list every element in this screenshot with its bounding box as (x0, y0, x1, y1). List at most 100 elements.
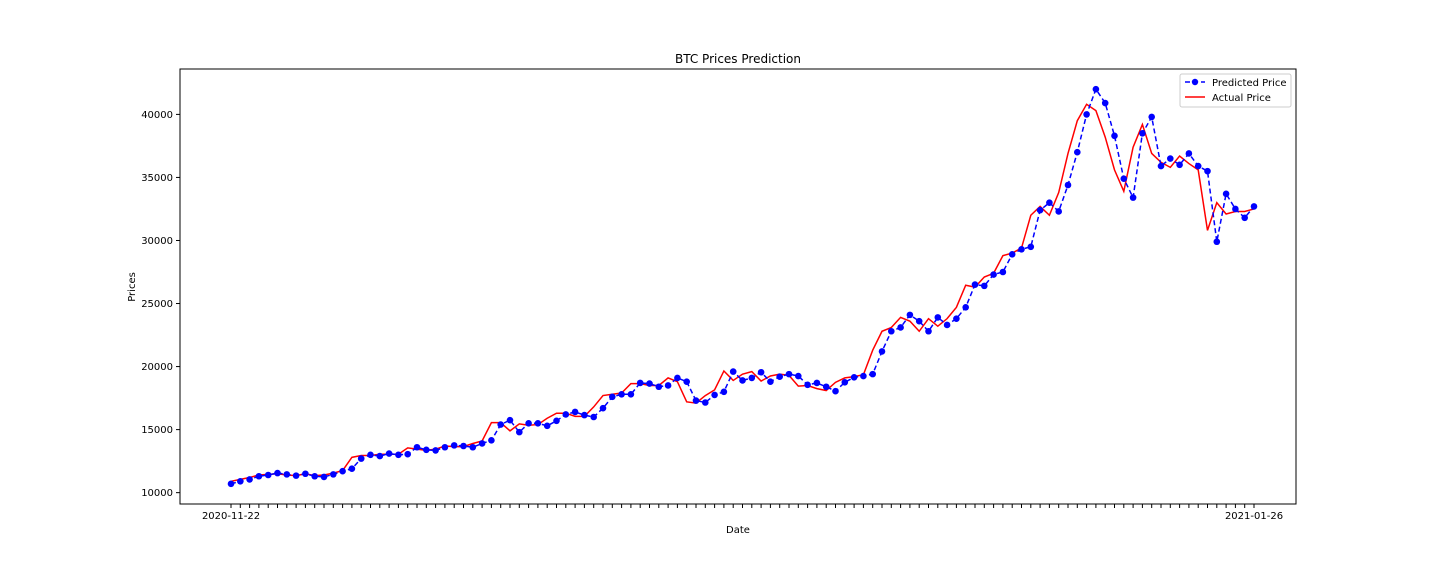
predicted-point (357, 455, 365, 462)
y-tick-label: 40000 (141, 110, 173, 121)
predicted-point (776, 373, 783, 380)
predicted-point (302, 470, 309, 478)
predicted-point (450, 442, 458, 449)
predicted-point (739, 377, 746, 384)
y-tick-label: 20000 (141, 362, 173, 373)
predicted-point (1204, 167, 1211, 175)
predicted-point (506, 416, 514, 424)
predicted-point (413, 443, 421, 451)
y-tick-label: 25000 (141, 299, 173, 310)
actual-price-line (230, 103, 1255, 483)
predicted-point (571, 408, 579, 416)
predicted-point (1055, 208, 1062, 215)
predicted-point (255, 472, 263, 480)
predicted-point (534, 420, 542, 427)
plot-background (180, 69, 1296, 504)
predicted-point (562, 411, 570, 418)
predicted-point (609, 393, 616, 401)
predicted-point (581, 411, 588, 419)
predicted-point (692, 397, 700, 404)
legend-actual-label: Actual Price (1212, 93, 1271, 104)
predicted-point (646, 380, 653, 387)
predicted-point (1176, 161, 1183, 169)
predicted-point (497, 421, 505, 428)
predicted-point (311, 472, 319, 480)
predicted-point (469, 443, 477, 451)
predicted-point (1194, 162, 1202, 170)
predicted-point (460, 442, 467, 450)
predicted-point (1008, 251, 1016, 258)
predicted-point (999, 268, 1007, 276)
predicted-point (274, 469, 281, 477)
predicted-point (264, 471, 272, 479)
predicted-point (1129, 194, 1137, 201)
predicted-point (1101, 99, 1109, 107)
predicted-point (478, 440, 486, 447)
predicted-point (729, 368, 737, 375)
predicted-point (376, 452, 384, 460)
predicted-point (702, 399, 709, 406)
predicted-point (1018, 246, 1025, 253)
predicted-point (720, 388, 728, 396)
predicted-point (553, 417, 560, 425)
predicted-point (636, 379, 644, 387)
predicted-point (237, 478, 244, 485)
predicted-point (1083, 111, 1090, 118)
predicted-point (348, 465, 356, 472)
predicted-point (599, 404, 607, 412)
predicted-point (1213, 238, 1221, 246)
predicted-point (990, 271, 997, 278)
predicted-point (860, 372, 867, 380)
predicted-point (488, 437, 495, 444)
predicted-point (1064, 181, 1072, 189)
predicted-point (878, 348, 886, 355)
predicted-point (711, 391, 718, 399)
x-axis-title: Date (726, 525, 750, 536)
predicted-point (981, 282, 988, 290)
predicted-point (683, 378, 690, 385)
plot-frame (179, 68, 1297, 505)
predicted-point (795, 372, 802, 380)
predicted-point (1092, 85, 1100, 93)
predicted-point (1120, 175, 1128, 182)
predicted-point (1074, 148, 1081, 156)
predicted-point (943, 321, 951, 329)
predicted-point (925, 327, 932, 335)
predicted-point (906, 311, 914, 319)
predicted-point (953, 315, 960, 322)
y-axis: 10000 15000 20000 25000 30000 35000 40000 (141, 110, 180, 499)
predicted-point (1036, 206, 1044, 214)
predicted-point (627, 391, 635, 398)
predicted-point (618, 391, 625, 398)
predicted-point (822, 383, 830, 391)
predicted-point (1222, 190, 1230, 198)
predicted-point (1250, 203, 1258, 210)
legend: Predicted Price Actual Price (1179, 73, 1292, 108)
predicted-point (1139, 130, 1146, 137)
y-tick-label: 15000 (141, 425, 173, 436)
predicted-point (888, 327, 895, 335)
predicted-point (590, 413, 597, 421)
predicted-point (432, 447, 439, 454)
legend-predicted-marker (1191, 78, 1199, 86)
predicted-point (785, 370, 793, 378)
predicted-point (1111, 132, 1118, 140)
predicted-point (292, 472, 300, 479)
predicted-point (748, 374, 756, 382)
legend-box (1179, 73, 1292, 108)
predicted-point (1241, 214, 1248, 222)
predicted-point (1167, 155, 1174, 162)
predicted-point (1157, 162, 1165, 170)
predicted-point (832, 387, 839, 395)
y-axis-title: Prices (127, 272, 138, 302)
predicted-point (227, 480, 235, 488)
predicted-point (674, 374, 681, 382)
predicted-point (1185, 150, 1193, 157)
predicted-point (441, 443, 449, 451)
predicted-point (813, 379, 821, 387)
predicted-point (757, 368, 765, 376)
predicted-point (897, 324, 904, 331)
predicted-point (767, 378, 774, 385)
predicted-point (664, 382, 672, 389)
x-tick-label-first: 2020-11-22 (202, 511, 260, 522)
